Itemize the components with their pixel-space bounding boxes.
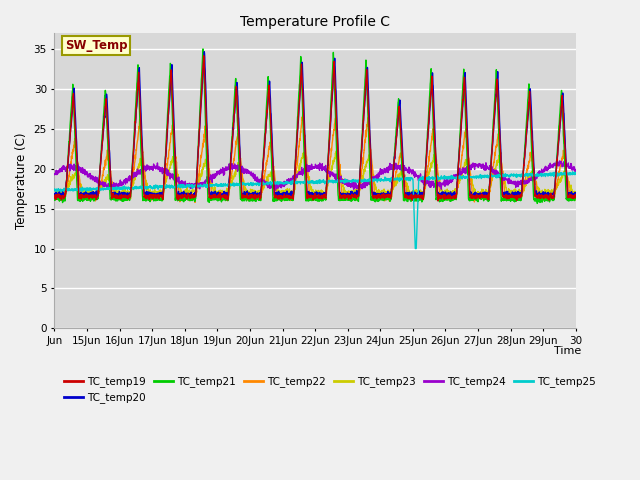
Text: SW_Temp: SW_Temp	[65, 39, 127, 52]
Y-axis label: Temperature (C): Temperature (C)	[15, 132, 28, 229]
Title: Temperature Profile C: Temperature Profile C	[240, 15, 390, 29]
X-axis label: Time: Time	[554, 346, 581, 356]
Legend: TC_temp19, TC_temp20, TC_temp21, TC_temp22, TC_temp23, TC_temp24, TC_temp25: TC_temp19, TC_temp20, TC_temp21, TC_temp…	[60, 372, 600, 408]
